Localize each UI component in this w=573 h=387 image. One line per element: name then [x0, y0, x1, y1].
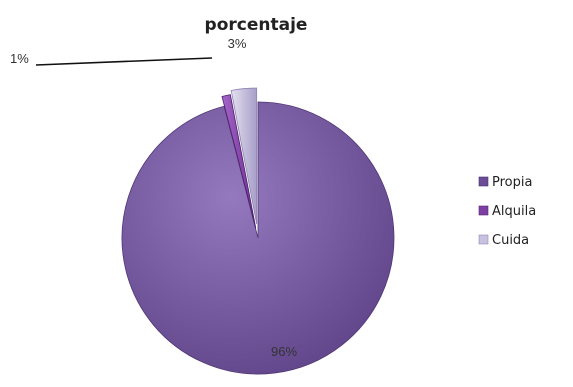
legend-swatch-cuida [478, 234, 489, 245]
legend-label-propia: Propia [492, 175, 532, 190]
pie-slices [121, 87, 395, 375]
legend-label-alquila: Alquila [492, 204, 536, 219]
legend-item-propia: Propia [478, 175, 532, 190]
pie-slice-propia [121, 101, 395, 375]
leader-line-alquila [35, 57, 213, 66]
legend-swatch-propia [478, 176, 489, 187]
legend-label-cuida: Cuida [492, 233, 529, 248]
legend-swatch-alquila [478, 205, 489, 216]
legend: Propia Alquila Cuida [478, 175, 536, 248]
legend-item-alquila: Alquila [478, 204, 536, 219]
data-label-cuida: 3% [228, 36, 247, 51]
pie-slice-alquila [221, 94, 257, 229]
data-label-propia: 96% [271, 344, 297, 359]
data-label-alquila: 1% [10, 51, 29, 66]
chart-title: porcentaje [205, 15, 308, 35]
legend-item-cuida: Cuida [478, 233, 529, 248]
pie-slice-cuida [230, 87, 258, 225]
